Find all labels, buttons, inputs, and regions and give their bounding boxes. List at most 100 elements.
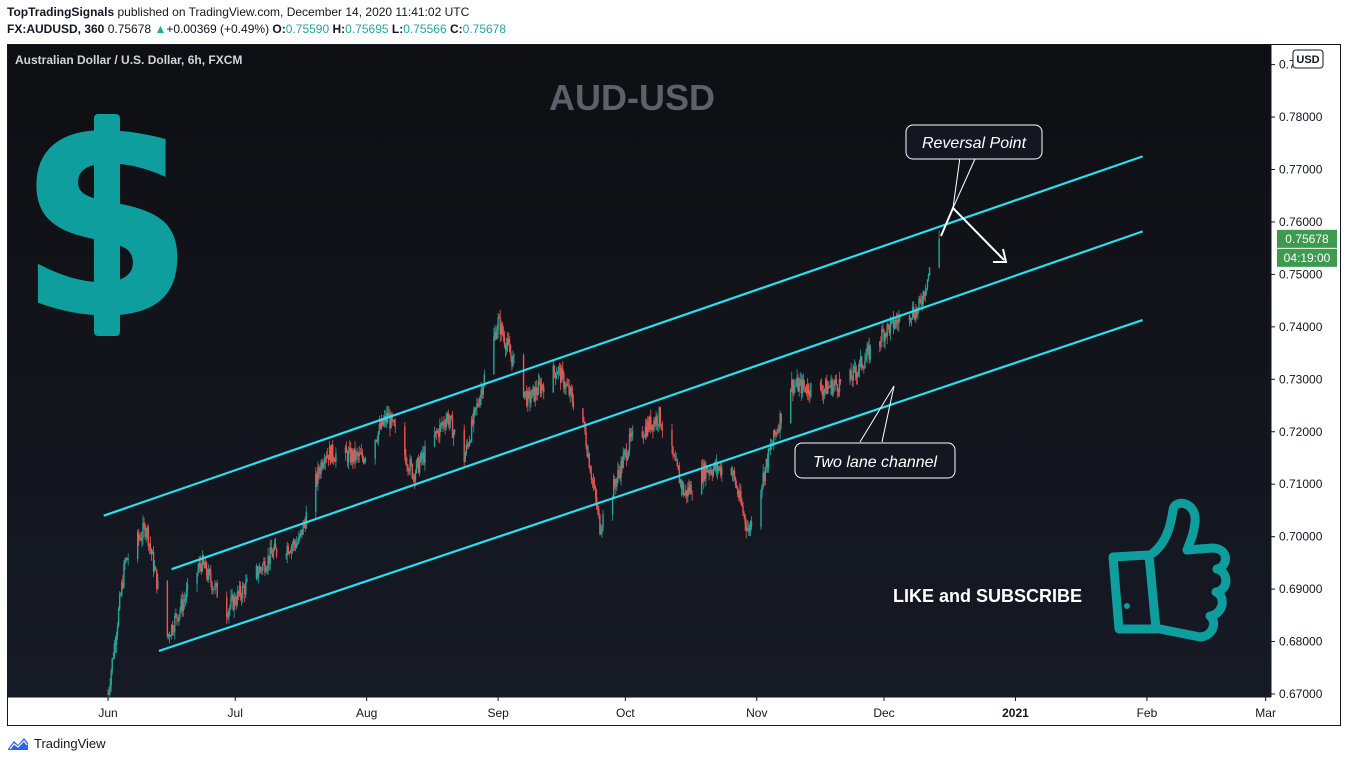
high-value: 0.75695 — [345, 22, 389, 36]
candle-body — [737, 487, 739, 495]
candle-body — [779, 413, 781, 432]
candle-body — [689, 484, 691, 493]
candle-body — [235, 603, 237, 605]
currency-badge[interactable]: USD — [1292, 49, 1324, 69]
candle-body — [796, 377, 798, 386]
candle-body — [166, 580, 169, 637]
candle-body — [686, 490, 688, 497]
candle-body — [356, 452, 358, 454]
candle-body — [140, 538, 142, 541]
candle-body — [914, 316, 916, 320]
candle-body — [261, 568, 263, 571]
candle-body — [209, 569, 211, 573]
candle-body — [703, 463, 705, 482]
candle-body — [381, 418, 384, 426]
time-axis[interactable] — [7, 697, 1271, 726]
candle-body — [156, 569, 158, 589]
channel-line-upper[interactable] — [103, 155, 1144, 517]
candle-body — [174, 615, 176, 632]
candle-body — [440, 423, 442, 425]
open-label: O: — [272, 22, 286, 36]
candle-body — [806, 384, 809, 394]
candle-body — [733, 471, 736, 478]
candle-body — [868, 345, 870, 360]
candle-body — [556, 372, 559, 375]
candle-body — [124, 560, 126, 565]
candle-body — [738, 494, 740, 498]
svg-text:S: S — [19, 85, 195, 370]
candle-body — [557, 367, 560, 373]
candle-body — [480, 389, 482, 397]
candle-body — [833, 383, 835, 386]
candle-body — [810, 383, 812, 397]
candle-body — [258, 567, 261, 574]
candle-body — [618, 470, 620, 473]
candle-body — [856, 372, 859, 378]
candle-body — [524, 391, 527, 392]
candle-body — [741, 502, 743, 506]
two-lane-channel-callout[interactable]: Two lane channel — [794, 385, 956, 479]
candle-body — [824, 379, 827, 389]
candle-body — [739, 490, 741, 498]
candle-body — [764, 466, 766, 482]
reversal-point-callout[interactable]: Reversal Point — [905, 124, 1043, 209]
candle-body — [502, 333, 505, 338]
candle-body — [761, 485, 763, 491]
candle-body — [863, 367, 865, 369]
candle-body — [115, 635, 118, 645]
candle-body — [835, 379, 837, 385]
time-tick-label: Aug — [356, 706, 377, 720]
candle-body — [523, 391, 526, 397]
candle-body — [732, 471, 735, 474]
candle-body — [334, 461, 336, 462]
candle-body — [379, 423, 382, 429]
candle-body — [774, 430, 776, 436]
candle-body — [389, 414, 391, 429]
candle-body — [196, 573, 198, 584]
candle-body — [865, 356, 867, 361]
candle-body — [298, 536, 300, 543]
channel-line-middle[interactable] — [171, 230, 1144, 571]
candle-body — [569, 387, 571, 395]
price-axis[interactable] — [1271, 44, 1341, 697]
candle-body — [344, 447, 347, 454]
chart-title: AUD-USD — [549, 77, 715, 118]
candle-body — [683, 494, 686, 496]
candle-body — [602, 514, 604, 528]
candle-body — [601, 527, 603, 532]
candle-body — [691, 493, 693, 495]
candle-body — [289, 552, 292, 554]
channel-line-lower[interactable] — [158, 318, 1144, 653]
candle-body — [184, 598, 187, 601]
candle-body — [655, 416, 657, 425]
candle-body — [712, 468, 715, 476]
candle-body — [923, 291, 925, 297]
candle-body — [234, 596, 236, 604]
candle-body — [232, 595, 234, 610]
candle-body — [819, 383, 822, 386]
price-chart[interactable]: Australian Dollar / U.S. Dollar, 6h, FXC… — [7, 44, 1341, 726]
candle-body — [227, 616, 229, 618]
candle-body — [255, 566, 258, 579]
candle-body — [734, 477, 737, 486]
candle-body — [642, 436, 645, 438]
candle-body — [882, 329, 884, 332]
candle-body — [149, 543, 152, 549]
candle-body — [290, 546, 293, 553]
candle-body — [552, 365, 554, 393]
candle-body — [116, 625, 119, 636]
author-name[interactable]: TopTradingSignals — [7, 5, 115, 19]
currency-badge-label: USD — [1296, 54, 1319, 66]
candle-body — [473, 410, 475, 425]
candle-body — [273, 543, 276, 550]
candle-body — [376, 440, 378, 442]
candle-body — [586, 446, 588, 457]
candle-body — [742, 505, 744, 513]
candle-body — [293, 540, 296, 545]
candle-body — [465, 444, 468, 454]
tradingview-footer[interactable]: TradingView — [7, 736, 106, 751]
candle-body — [506, 338, 509, 345]
candle-body — [256, 566, 259, 577]
candle-body — [233, 596, 235, 610]
candle-body — [335, 453, 337, 462]
